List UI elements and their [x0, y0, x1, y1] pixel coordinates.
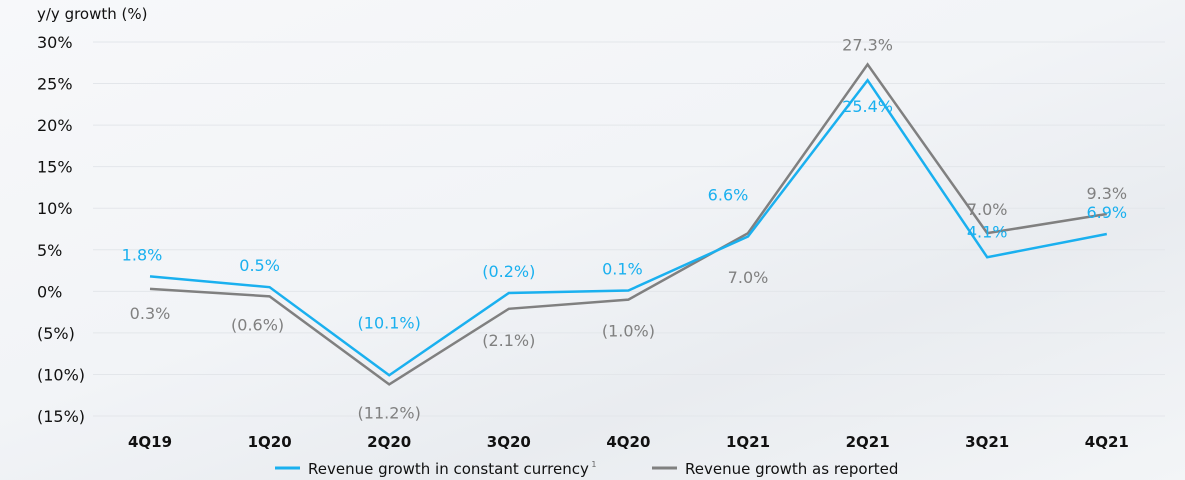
y-tick-label: 10% [37, 199, 73, 218]
y-tick-label: 5% [37, 241, 62, 260]
y-tick-label: (5%) [37, 324, 75, 343]
x-tick-label: 2Q20 [367, 433, 411, 451]
series-line-constant-currency [149, 78, 1108, 377]
series-line-as-reported [149, 62, 1107, 386]
legend-label-as-reported: Revenue growth as reported [685, 460, 898, 478]
data-label: (1.0%) [602, 322, 655, 341]
data-label: 0.1% [602, 260, 643, 279]
y-tick-label: (15%) [37, 407, 85, 426]
x-tick-label: 3Q21 [965, 433, 1009, 451]
x-tick-label: 1Q21 [726, 433, 770, 451]
x-tick-label: 1Q20 [248, 433, 292, 451]
x-tick-label: 3Q20 [487, 433, 531, 451]
x-tick-label: 4Q19 [128, 433, 172, 451]
y-tick-label: (10%) [37, 365, 85, 384]
data-label: (0.6%) [231, 315, 284, 334]
data-label: 1.8% [122, 245, 163, 264]
x-tick-label: 4Q20 [606, 433, 650, 451]
data-label: 0.5% [239, 256, 280, 275]
data-label: (11.2%) [358, 403, 421, 422]
y-tick-label: 15% [37, 158, 73, 177]
legend-footnote: 1 [589, 460, 597, 469]
data-label: 4.1% [967, 222, 1008, 241]
legend-label-constant-currency: Revenue growth in constant currency 1 [308, 460, 596, 478]
y-tick-label: 0% [37, 282, 62, 301]
y-tick-label: 20% [37, 116, 73, 135]
data-label: 7.0% [967, 200, 1008, 219]
data-label: 6.9% [1086, 203, 1127, 222]
y-tick-label: 25% [37, 75, 73, 94]
legend: Revenue growth in constant currency 1 Rev… [275, 460, 898, 478]
data-label: 0.3% [130, 304, 171, 323]
data-label: (0.2%) [482, 262, 535, 281]
x-tick-label: 4Q21 [1085, 433, 1129, 451]
data-label: 9.3% [1086, 184, 1127, 203]
data-label: 6.6% [708, 185, 749, 204]
data-label: (2.1%) [482, 331, 535, 350]
data-label: 25.4% [842, 97, 893, 116]
x-tick-label: 2Q21 [846, 433, 890, 451]
data-label: (10.1%) [358, 313, 421, 332]
y-axis-title: y/y growth (%) [37, 5, 148, 23]
data-label: 27.3% [842, 35, 893, 54]
y-tick-label: 30% [37, 33, 73, 52]
data-label: 7.0% [728, 268, 769, 287]
